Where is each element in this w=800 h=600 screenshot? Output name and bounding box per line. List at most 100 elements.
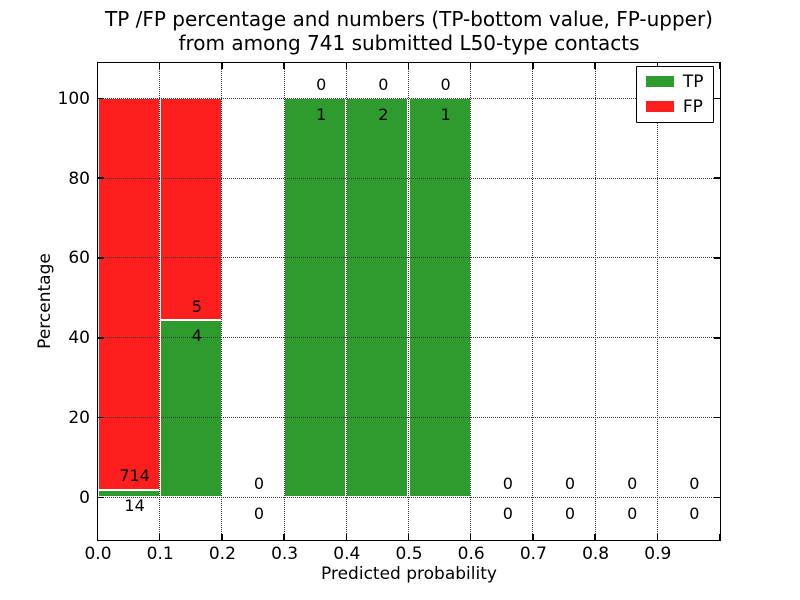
x-tick-label: 0.2 (208, 544, 236, 564)
y-axis-label: Percentage (35, 253, 55, 349)
legend-entry: TP (645, 71, 704, 92)
tp-count-label: 1 (440, 104, 451, 124)
fp-count-label: 0 (253, 473, 265, 493)
y-tick-mark-right (713, 337, 720, 339)
y-tick-label: 80 (68, 168, 90, 189)
y-tick-label: 20 (68, 408, 90, 429)
x-tick-mark (532, 533, 534, 540)
x-tick-mark (96, 533, 99, 540)
v-gridline (532, 62, 534, 540)
tp-count-label: 0 (502, 503, 513, 523)
x-tick-mark (407, 533, 410, 540)
fp-count-label: 0 (440, 74, 451, 94)
fp-count-label: 0 (689, 473, 700, 493)
v-gridline (221, 62, 223, 540)
tp-bar-segment (408, 98, 471, 498)
tp-count-label: 1 (316, 104, 327, 124)
y-tick-mark-right (713, 257, 720, 259)
tp-bar-segment (284, 98, 347, 498)
x-tick-mark-top (469, 62, 472, 69)
y-tick-mark (97, 416, 104, 419)
x-tick-label: 0.7 (519, 544, 547, 564)
x-tick-label: 0.9 (644, 544, 672, 564)
fp-count-label: 714 (119, 466, 150, 486)
v-gridline (656, 62, 658, 540)
legend-entry: FP (645, 96, 704, 117)
fp-bar-segment (97, 98, 160, 490)
legend-label-fp: FP (682, 96, 703, 117)
x-tick-mark-top (345, 62, 348, 69)
chart-title: TP /FP percentage and numbers (TP-bottom… (98, 7, 720, 55)
fp-bar-segment (159, 98, 222, 321)
fp-count-label: 0 (316, 74, 327, 94)
x-tick-label: 0.6 (457, 544, 485, 564)
x-tick-label: 0.5 (395, 544, 423, 564)
x-tick-label: 0.0 (84, 544, 112, 564)
tp-count-label: 4 (191, 326, 202, 346)
x-tick-mark-top (221, 62, 223, 69)
tp-bar-segment (159, 320, 222, 498)
y-tick-label: 60 (68, 248, 90, 269)
x-tick-mark-top (96, 62, 99, 69)
legend-label-tp: TP (682, 71, 704, 92)
grid-layer (97, 62, 720, 540)
fp-count-label: 0 (564, 473, 576, 493)
v-gridline (345, 62, 347, 540)
x-axis-label: Predicted probability (321, 564, 497, 584)
y-tick-mark (97, 337, 104, 339)
chart-title-line2: from among 741 submitted L50-type contac… (178, 31, 640, 55)
bar-labels-layer: 714 14 5 4 0 0 0 1 0 2 0 1 0 0 0 0 0 0 0 0 (98, 63, 720, 540)
y-tick-mark-right (713, 97, 720, 100)
x-tick-label: 0.4 (333, 544, 361, 564)
y-tick-label: 40 (68, 328, 90, 349)
x-tick-mark (594, 533, 596, 540)
x-tick-mark (283, 533, 285, 540)
tp-count-label: 0 (253, 503, 265, 523)
x-tick-label: 0.3 (271, 544, 299, 564)
tp-count-label: 0 (564, 503, 576, 523)
y-tick-mark (97, 496, 104, 499)
tp-count-label: 14 (124, 496, 145, 516)
y-tick-mark-right (713, 496, 720, 499)
bars-layer (97, 63, 720, 540)
fp-count-label: 0 (627, 473, 638, 493)
v-gridline (408, 62, 409, 540)
fp-count-label: 0 (378, 74, 389, 94)
x-tick-label: 0.1 (146, 544, 174, 564)
v-gridline (594, 62, 596, 540)
x-tick-mark-top (283, 62, 285, 69)
y-tick-mark-right (713, 416, 720, 419)
x-tick-mark (718, 533, 721, 540)
legend: TP FP (635, 65, 714, 123)
tp-count-label: 2 (378, 104, 389, 124)
x-tick-mark (158, 533, 161, 540)
fp-count-label: 0 (502, 473, 513, 493)
legend-swatch-tp (645, 76, 674, 87)
y-tick-label: 0 (79, 488, 90, 508)
x-tick-mark-top (158, 62, 161, 69)
x-tick-mark (221, 533, 223, 540)
y-tick-mark (97, 177, 104, 179)
x-tick-mark-top (532, 62, 534, 69)
x-tick-mark-top (594, 62, 596, 69)
x-tick-mark (469, 533, 472, 540)
x-tick-mark-top (718, 62, 721, 69)
plot-area: 714 14 5 4 0 0 0 1 0 2 0 1 0 0 0 0 0 0 0 0 TP FP (96, 61, 721, 541)
y-tick-mark-right (713, 177, 720, 179)
tp-count-label: 0 (627, 503, 638, 523)
v-gridline (470, 62, 472, 540)
tp-bar-segment (346, 98, 409, 498)
y-tick-mark (97, 97, 104, 100)
legend-swatch-fp (645, 101, 674, 112)
x-tick-mark (345, 533, 348, 540)
chart-title-line1: TP /FP percentage and numbers (TP-bottom… (105, 7, 713, 31)
v-gridline (159, 62, 161, 540)
tp-count-label: 0 (689, 503, 700, 523)
x-tick-mark (656, 533, 659, 540)
x-tick-mark-top (407, 62, 410, 69)
v-gridline (283, 62, 285, 540)
fp-count-label: 5 (191, 296, 202, 316)
y-tick-mark (97, 257, 104, 259)
y-tick-label: 100 (57, 88, 90, 109)
